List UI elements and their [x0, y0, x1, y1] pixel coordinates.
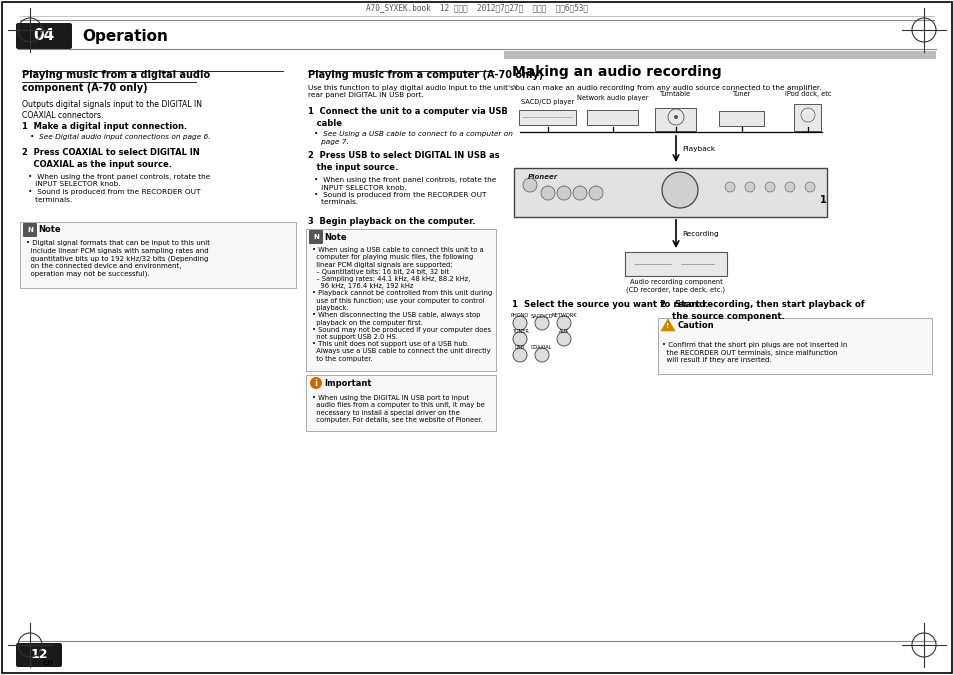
- Text: Playing music from a digital audio
component (A-70 only): Playing music from a digital audio compo…: [22, 70, 210, 93]
- Text: You can make an audio recording from any audio source connected to the amplifier: You can make an audio recording from any…: [512, 85, 821, 91]
- Circle shape: [744, 182, 754, 192]
- Text: Operation: Operation: [82, 28, 168, 43]
- Text: • When using the DIGITAL IN USB port to input
  audio files from a computer to t: • When using the DIGITAL IN USB port to …: [312, 395, 484, 423]
- FancyBboxPatch shape: [655, 107, 696, 130]
- Circle shape: [513, 348, 526, 362]
- Circle shape: [540, 186, 555, 200]
- Circle shape: [573, 186, 586, 200]
- Text: 12: 12: [30, 649, 48, 662]
- Circle shape: [804, 182, 814, 192]
- Circle shape: [535, 348, 548, 362]
- Text: 1  Make a digital input connection.: 1 Make a digital input connection.: [22, 122, 187, 131]
- Text: Recording: Recording: [681, 231, 718, 237]
- Text: •  See Digital audio input connections on page 6.: • See Digital audio input connections on…: [30, 134, 211, 140]
- Text: Playing music from a computer (A-70 only): Playing music from a computer (A-70 only…: [308, 70, 543, 80]
- Text: 2   Start recording, then start playback of
    the source component.: 2 Start recording, then start playback o…: [659, 300, 863, 321]
- Text: • Digital signal formats that can be input to this unit
  include linear PCM sig: • Digital signal formats that can be inp…: [26, 240, 210, 277]
- FancyBboxPatch shape: [306, 375, 496, 431]
- Text: • Confirm that the short pin plugs are not inserted in
  the RECORDER OUT termin: • Confirm that the short pin plugs are n…: [661, 342, 846, 363]
- Text: Turntable: Turntable: [659, 91, 691, 97]
- Text: NETWORK: NETWORK: [551, 313, 577, 318]
- Text: i: i: [314, 379, 317, 387]
- Text: Network audio player: Network audio player: [577, 95, 648, 101]
- Text: Note: Note: [38, 225, 61, 234]
- Text: Tuner: Tuner: [732, 91, 750, 97]
- FancyBboxPatch shape: [514, 167, 826, 217]
- Text: iPod dock, etc: iPod dock, etc: [784, 91, 830, 97]
- Circle shape: [535, 316, 548, 330]
- FancyBboxPatch shape: [587, 109, 638, 124]
- FancyBboxPatch shape: [794, 103, 821, 130]
- Text: 1  Select the source you want to record.: 1 Select the source you want to record.: [512, 300, 708, 309]
- FancyBboxPatch shape: [16, 23, 71, 49]
- Text: Playback: Playback: [681, 146, 715, 152]
- Text: Note: Note: [324, 232, 346, 242]
- Circle shape: [784, 182, 794, 192]
- Text: SACD/CD player: SACD/CD player: [521, 99, 574, 105]
- Text: 04: 04: [33, 28, 54, 43]
- Text: •  When using the front panel controls, rotate the
   INPUT SELECTOR knob.
•  So: • When using the front panel controls, r…: [28, 174, 210, 202]
- Text: TUNER: TUNER: [511, 329, 528, 334]
- Circle shape: [557, 332, 571, 346]
- Circle shape: [764, 182, 774, 192]
- Text: PHONO: PHONO: [511, 313, 529, 318]
- Text: 2  Press USB to select DIGITAL IN USB as
   the input source.: 2 Press USB to select DIGITAL IN USB as …: [308, 151, 499, 172]
- Circle shape: [310, 377, 322, 389]
- Text: 2  Press COAXIAL to select DIGITAL IN
    COAXIAL as the input source.: 2 Press COAXIAL to select DIGITAL IN COA…: [22, 148, 199, 169]
- Circle shape: [522, 178, 537, 192]
- Text: 1  Connect the unit to a computer via USB
   cable: 1 Connect the unit to a computer via USB…: [308, 107, 507, 128]
- FancyBboxPatch shape: [16, 643, 62, 667]
- FancyBboxPatch shape: [503, 51, 935, 59]
- FancyBboxPatch shape: [719, 111, 763, 126]
- Text: Use this function to play digital audio input to the unit's
rear panel DIGITAL I: Use this function to play digital audio …: [308, 85, 514, 99]
- Text: Caution: Caution: [678, 321, 714, 331]
- Text: A70_SYXEK.book  12 ページ  2012年7月27日  金曜日  午後6時53分: A70_SYXEK.book 12 ページ 2012年7月27日 金曜日 午後6…: [366, 3, 587, 12]
- Circle shape: [661, 172, 698, 208]
- Text: Important: Important: [324, 379, 371, 387]
- FancyBboxPatch shape: [309, 230, 323, 244]
- Text: N: N: [313, 234, 318, 240]
- Circle shape: [588, 186, 602, 200]
- Circle shape: [513, 332, 526, 346]
- FancyBboxPatch shape: [519, 109, 576, 124]
- Circle shape: [557, 316, 571, 330]
- Text: En: En: [42, 658, 52, 667]
- Polygon shape: [660, 319, 675, 331]
- FancyBboxPatch shape: [306, 229, 496, 371]
- Text: 3  Begin playback on the computer.: 3 Begin playback on the computer.: [308, 217, 475, 226]
- FancyBboxPatch shape: [20, 222, 295, 288]
- FancyBboxPatch shape: [23, 223, 37, 237]
- Text: AUX: AUX: [558, 329, 569, 334]
- Text: 1: 1: [820, 195, 826, 205]
- Text: N: N: [27, 227, 33, 233]
- FancyBboxPatch shape: [658, 318, 931, 374]
- Text: Audio recording component
(CD recorder, tape deck, etc.): Audio recording component (CD recorder, …: [626, 279, 725, 293]
- Circle shape: [724, 182, 734, 192]
- Circle shape: [513, 316, 526, 330]
- Circle shape: [557, 186, 571, 200]
- Text: • When using a USB cable to connect this unit to a
  computer for playing music : • When using a USB cable to connect this…: [312, 247, 492, 362]
- Text: Outputs digital signals input to the DIGITAL IN
COAXIAL connectors.: Outputs digital signals input to the DIG…: [22, 100, 202, 120]
- Circle shape: [673, 115, 678, 119]
- Text: Pioneer: Pioneer: [527, 174, 558, 180]
- Text: Making an audio recording: Making an audio recording: [512, 65, 720, 79]
- Text: SACD/CD: SACD/CD: [530, 313, 553, 318]
- Text: !: !: [666, 323, 669, 329]
- Text: COAXIAL: COAXIAL: [531, 345, 552, 350]
- FancyBboxPatch shape: [624, 252, 726, 276]
- Text: •  When using the front panel controls, rotate the
   INPUT SELECTOR knob.
•  So: • When using the front panel controls, r…: [314, 177, 496, 205]
- Text: •  See Using a USB cable to connect to a computer on
   page 7.: • See Using a USB cable to connect to a …: [314, 131, 513, 144]
- Text: USB: USB: [515, 345, 524, 350]
